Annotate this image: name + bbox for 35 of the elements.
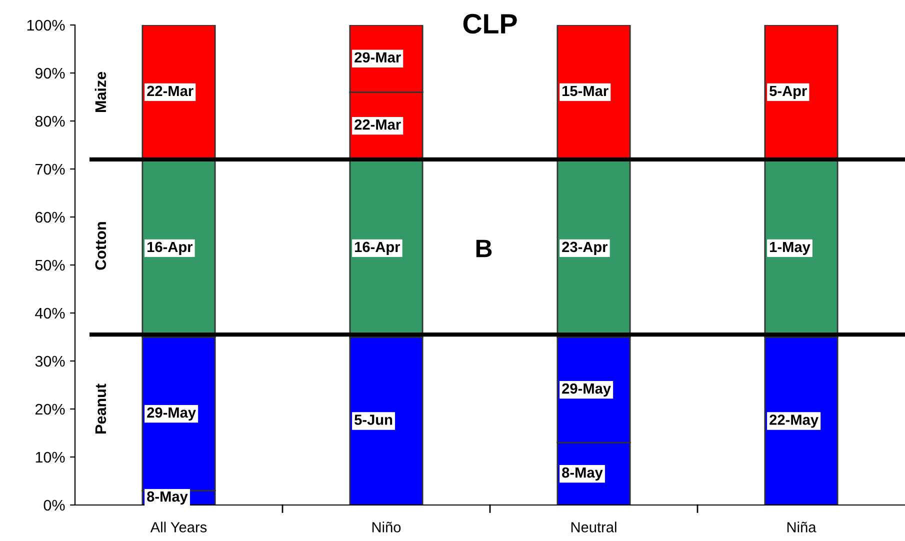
annotation: Maize <box>94 72 106 112</box>
data-label: 22-Mar <box>354 119 401 130</box>
y-tick-label: 70% <box>35 164 65 175</box>
data-label: 29-Mar <box>354 52 401 63</box>
x-tick-label: All Years <box>150 522 207 532</box>
data-label: 23-Apr <box>562 242 608 255</box>
x-tick-label: Niño <box>372 522 401 532</box>
x-tick-label: Niña <box>787 522 816 532</box>
y-tick-label: 10% <box>36 452 65 463</box>
data-label: 8-May <box>562 467 603 481</box>
annotation: Cotton <box>95 222 106 270</box>
annotation: Peanut <box>95 384 106 434</box>
data-label: 22-May <box>770 414 818 428</box>
data-label: 15-Mar <box>562 86 608 96</box>
x-tick-label: Neutral <box>571 522 616 532</box>
data-label: 29-May <box>147 407 196 421</box>
data-label: 1-May <box>770 242 810 255</box>
y-tick-label: 80% <box>35 116 65 127</box>
data-label: 29-May <box>562 383 611 397</box>
y-tick-label: 50% <box>35 260 65 271</box>
data-label: 22-Mar <box>147 86 194 96</box>
y-tick-label: 0% <box>44 500 65 511</box>
chart-title: CLP <box>463 14 517 34</box>
data-label: 5-Jun <box>354 414 392 425</box>
data-label: 5-Apr <box>770 86 807 99</box>
data-label: 8-May <box>147 491 188 505</box>
y-tick-label: 30% <box>35 356 65 367</box>
y-tick-label: 60% <box>35 212 65 223</box>
data-label: 16-Apr <box>148 242 193 255</box>
y-tick-label: 20% <box>35 404 65 415</box>
data-label: 16-Apr <box>355 242 400 255</box>
y-tick-label: 40% <box>35 308 65 319</box>
y-tick-label: 90% <box>35 68 65 79</box>
y-tick-label: 100% <box>27 20 65 31</box>
annotation: B <box>476 240 492 258</box>
